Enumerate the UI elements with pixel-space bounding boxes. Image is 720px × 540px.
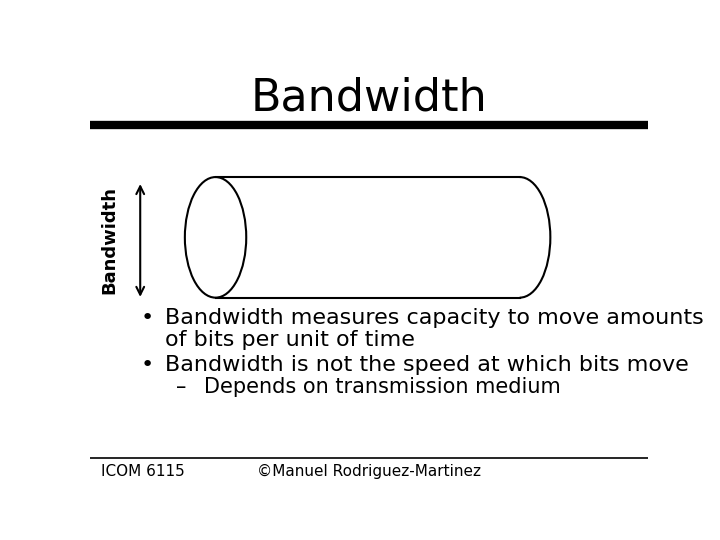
Text: Bandwidth is not the speed at which bits move: Bandwidth is not the speed at which bits…: [166, 355, 689, 375]
Text: Bandwidth: Bandwidth: [101, 186, 119, 294]
Text: ICOM 6115: ICOM 6115: [101, 464, 185, 479]
Text: •: •: [140, 355, 153, 375]
Text: of bits per unit of time: of bits per unit of time: [166, 329, 415, 350]
Text: Bandwidth: Bandwidth: [251, 77, 487, 119]
Text: –: –: [176, 377, 187, 397]
Text: •: •: [140, 308, 153, 328]
Text: ©Manuel Rodriguez-Martinez: ©Manuel Rodriguez-Martinez: [257, 464, 481, 479]
Text: Bandwidth measures capacity to move amounts: Bandwidth measures capacity to move amou…: [166, 308, 704, 328]
Text: Depends on transmission medium: Depends on transmission medium: [204, 377, 561, 397]
